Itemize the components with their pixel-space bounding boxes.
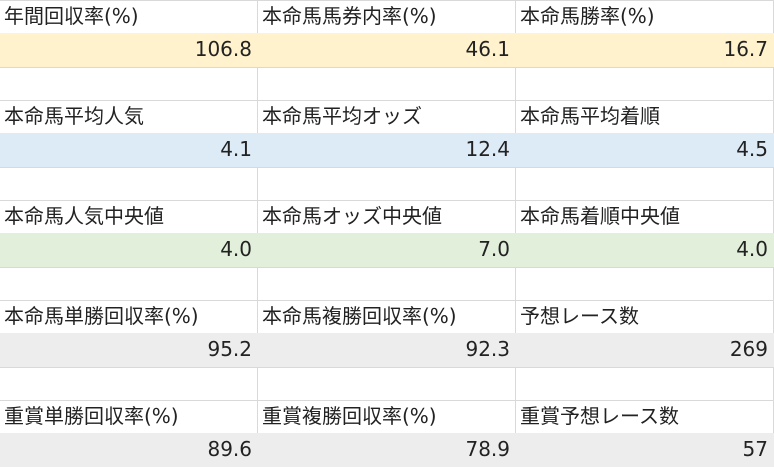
stat-value: 92.3 <box>258 333 516 367</box>
row-line <box>0 100 774 101</box>
spacer-cell <box>258 67 516 100</box>
row-line <box>0 167 774 168</box>
spacer-cell <box>258 367 516 400</box>
spacer-cell <box>258 167 516 200</box>
stat-label: 本命馬平均人気 <box>0 100 258 133</box>
row-line <box>0 67 774 68</box>
stat-value: 269 <box>516 333 774 367</box>
row-line <box>0 367 774 368</box>
stat-value: 4.0 <box>516 233 774 267</box>
row-line <box>0 0 774 1</box>
stat-label: 本命馬平均オッズ <box>258 100 516 133</box>
stat-value: 16.7 <box>516 33 774 67</box>
stat-label: 本命馬馬券内率(%) <box>258 0 516 33</box>
stat-label: 本命馬複勝回収率(%) <box>258 300 516 333</box>
row-line <box>0 267 774 268</box>
stat-label: 予想レース数 <box>516 300 774 333</box>
spacer-cell <box>258 267 516 300</box>
stat-value: 46.1 <box>258 33 516 67</box>
stat-label: 本命馬人気中央値 <box>0 200 258 233</box>
spacer-cell <box>0 367 258 400</box>
spacer-cell <box>516 67 774 100</box>
stat-label: 本命馬平均着順 <box>516 100 774 133</box>
stat-value: 106.8 <box>0 33 258 67</box>
stat-label: 本命馬勝率(%) <box>516 0 774 33</box>
stat-label: 本命馬オッズ中央値 <box>258 200 516 233</box>
stat-label: 重賞予想レース数 <box>516 400 774 433</box>
row-line <box>0 200 774 201</box>
stat-value: 78.9 <box>258 433 516 467</box>
spacer-cell <box>0 167 258 200</box>
stat-value: 4.1 <box>0 133 258 167</box>
row-line <box>0 400 774 401</box>
row-line <box>0 300 774 301</box>
spacer-cell <box>516 267 774 300</box>
stat-label: 重賞単勝回収率(%) <box>0 400 258 433</box>
stat-value: 89.6 <box>0 433 258 467</box>
stat-value: 57 <box>516 433 774 467</box>
stat-value: 12.4 <box>258 133 516 167</box>
stat-value: 7.0 <box>258 233 516 267</box>
stat-value: 4.5 <box>516 133 774 167</box>
spacer-cell <box>0 267 258 300</box>
spacer-cell <box>516 167 774 200</box>
stat-label: 本命馬着順中央値 <box>516 200 774 233</box>
spacer-cell <box>516 367 774 400</box>
stat-label: 年間回収率(%) <box>0 0 258 33</box>
stat-value: 95.2 <box>0 333 258 367</box>
spacer-cell <box>0 67 258 100</box>
stat-label: 本命馬単勝回収率(%) <box>0 300 258 333</box>
stat-value: 4.0 <box>0 233 258 267</box>
stat-label: 重賞複勝回収率(%) <box>258 400 516 433</box>
